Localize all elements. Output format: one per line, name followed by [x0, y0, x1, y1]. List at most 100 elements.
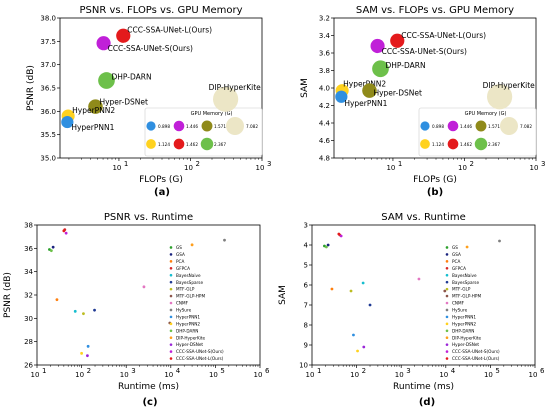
- panel-caption: (c): [142, 397, 157, 408]
- x-tick-label: 10: [484, 371, 493, 379]
- legend-marker: [146, 121, 156, 131]
- y-tick-label: 38: [24, 222, 33, 230]
- y-tick-label: 37.5: [40, 38, 56, 46]
- legend-label: 7.082: [246, 124, 258, 129]
- y-tick-label: 5: [304, 262, 308, 270]
- x-tick-label: 10: [458, 164, 467, 172]
- legend-label: 0.898: [158, 124, 170, 129]
- legend-label: HyperPNN1: [452, 314, 476, 319]
- legend-marker: [445, 273, 449, 277]
- x-tick-label: 10: [75, 371, 84, 379]
- x-tick-exponent: 3: [131, 367, 135, 375]
- legend-marker: [445, 350, 449, 353]
- point-label: CCC-SSA-UNet-L(Ours): [127, 26, 212, 35]
- x-tick-label: 10: [209, 371, 218, 379]
- legend-label: BayesSparse: [452, 280, 479, 285]
- legend-marker: [445, 301, 449, 305]
- x-tick-label: 10: [120, 371, 129, 379]
- y-tick-label: 4.8: [319, 155, 330, 163]
- legend-label: 0.898: [432, 124, 444, 129]
- legend-marker: [169, 260, 173, 263]
- legend-marker: [447, 138, 459, 150]
- legend-label: GS: [452, 245, 458, 250]
- legend-marker: [169, 308, 173, 312]
- legend-label: 1.124: [432, 142, 444, 147]
- legend-marker: [445, 322, 449, 326]
- data-point: [390, 33, 405, 48]
- chart-title: SAM vs. Runtime: [381, 212, 465, 223]
- legend-label: 1.571: [488, 124, 500, 129]
- legend-label: MTF-GLP-HPM: [452, 294, 481, 299]
- y-tick-label: 36.5: [40, 85, 56, 93]
- legend-marker: [169, 246, 173, 249]
- x-tick-label: 10: [386, 164, 395, 172]
- legend-marker: [500, 117, 518, 135]
- legend-label: GFPCA: [176, 266, 190, 271]
- x-tick-exponent: 3: [406, 367, 410, 375]
- x-tick-exponent: 2: [362, 367, 366, 375]
- point-label: Hyper-DSNet: [373, 89, 422, 98]
- x-axis-label: FLOPs (G): [413, 175, 457, 185]
- data-point: [61, 115, 74, 129]
- y-tick-label: 10: [299, 362, 308, 370]
- x-tick-exponent: 1: [42, 367, 46, 375]
- point-label: DHP-DARN: [111, 73, 151, 82]
- legend-title: GPU Memory (G): [465, 111, 507, 117]
- legend-label: MTF-GLP: [176, 287, 195, 292]
- data-point: [487, 84, 513, 110]
- legend-marker: [169, 343, 173, 346]
- y-tick-label: 38.0: [40, 15, 56, 23]
- data-point: [372, 60, 389, 78]
- legend-label: DIP-HyperKite: [452, 335, 482, 340]
- legend-label: BayesNaive: [452, 273, 477, 278]
- point-label: CCC-SSA-UNet-L(Ours): [401, 31, 486, 40]
- legend-marker: [445, 253, 449, 256]
- legend-title: GPU Memory (G): [191, 111, 233, 117]
- legend-marker: [445, 329, 449, 333]
- y-tick-label: 3.2: [319, 15, 330, 23]
- legend-label: GSA: [176, 252, 185, 257]
- x-tick-label: 10: [31, 371, 40, 379]
- x-tick-label: 10: [164, 371, 173, 379]
- y-tick-label: 3: [304, 222, 308, 230]
- y-tick-label: 9: [304, 342, 308, 350]
- y-tick-label: 36.0: [40, 108, 56, 116]
- data-point: [330, 287, 334, 291]
- y-axis-label: SAM: [278, 285, 288, 305]
- legend-label: MTF-GLP: [452, 287, 471, 292]
- legend-marker: [146, 139, 156, 149]
- y-tick-label: 3.8: [319, 67, 330, 75]
- data-point: [339, 234, 343, 238]
- panel-caption: (b): [427, 187, 443, 198]
- legend-marker: [445, 246, 449, 249]
- y-tick-label: 4.6: [319, 137, 331, 145]
- legend-label: CCC-SSA-UNet-S(Ours): [176, 349, 224, 354]
- legend-label: GSA: [452, 252, 461, 257]
- point-label: HyperPNN2: [72, 106, 115, 115]
- data-point: [190, 243, 194, 247]
- legend-label: 1.462: [186, 142, 198, 147]
- legend-label: HySure: [452, 308, 468, 313]
- x-tick-exponent: 2: [469, 160, 473, 168]
- legend-marker: [474, 137, 488, 151]
- legend-label: Hyper-DSNet: [176, 342, 203, 347]
- legend-label: CCC-SSA-UNet-L(Ours): [452, 356, 500, 361]
- x-tick-label: 10: [530, 164, 539, 172]
- x-tick-label: 10: [439, 371, 448, 379]
- legend-label: HyperPNN2: [176, 321, 200, 326]
- data-point: [116, 28, 131, 43]
- x-tick-exponent: 4: [176, 367, 181, 375]
- legend-marker: [169, 280, 173, 284]
- data-point: [49, 249, 53, 253]
- data-point: [142, 285, 146, 289]
- legend-marker: [445, 315, 449, 319]
- y-tick-label: 35.0: [40, 155, 56, 163]
- y-axis-label: PSNR (dB): [26, 65, 36, 111]
- legend-label: 1.462: [460, 142, 472, 147]
- data-point: [356, 349, 359, 353]
- data-point: [213, 86, 239, 112]
- point-label: HyperPNN1: [344, 99, 387, 108]
- y-axis-label: SAM: [300, 78, 310, 98]
- point-label: HyperPNN1: [71, 123, 114, 132]
